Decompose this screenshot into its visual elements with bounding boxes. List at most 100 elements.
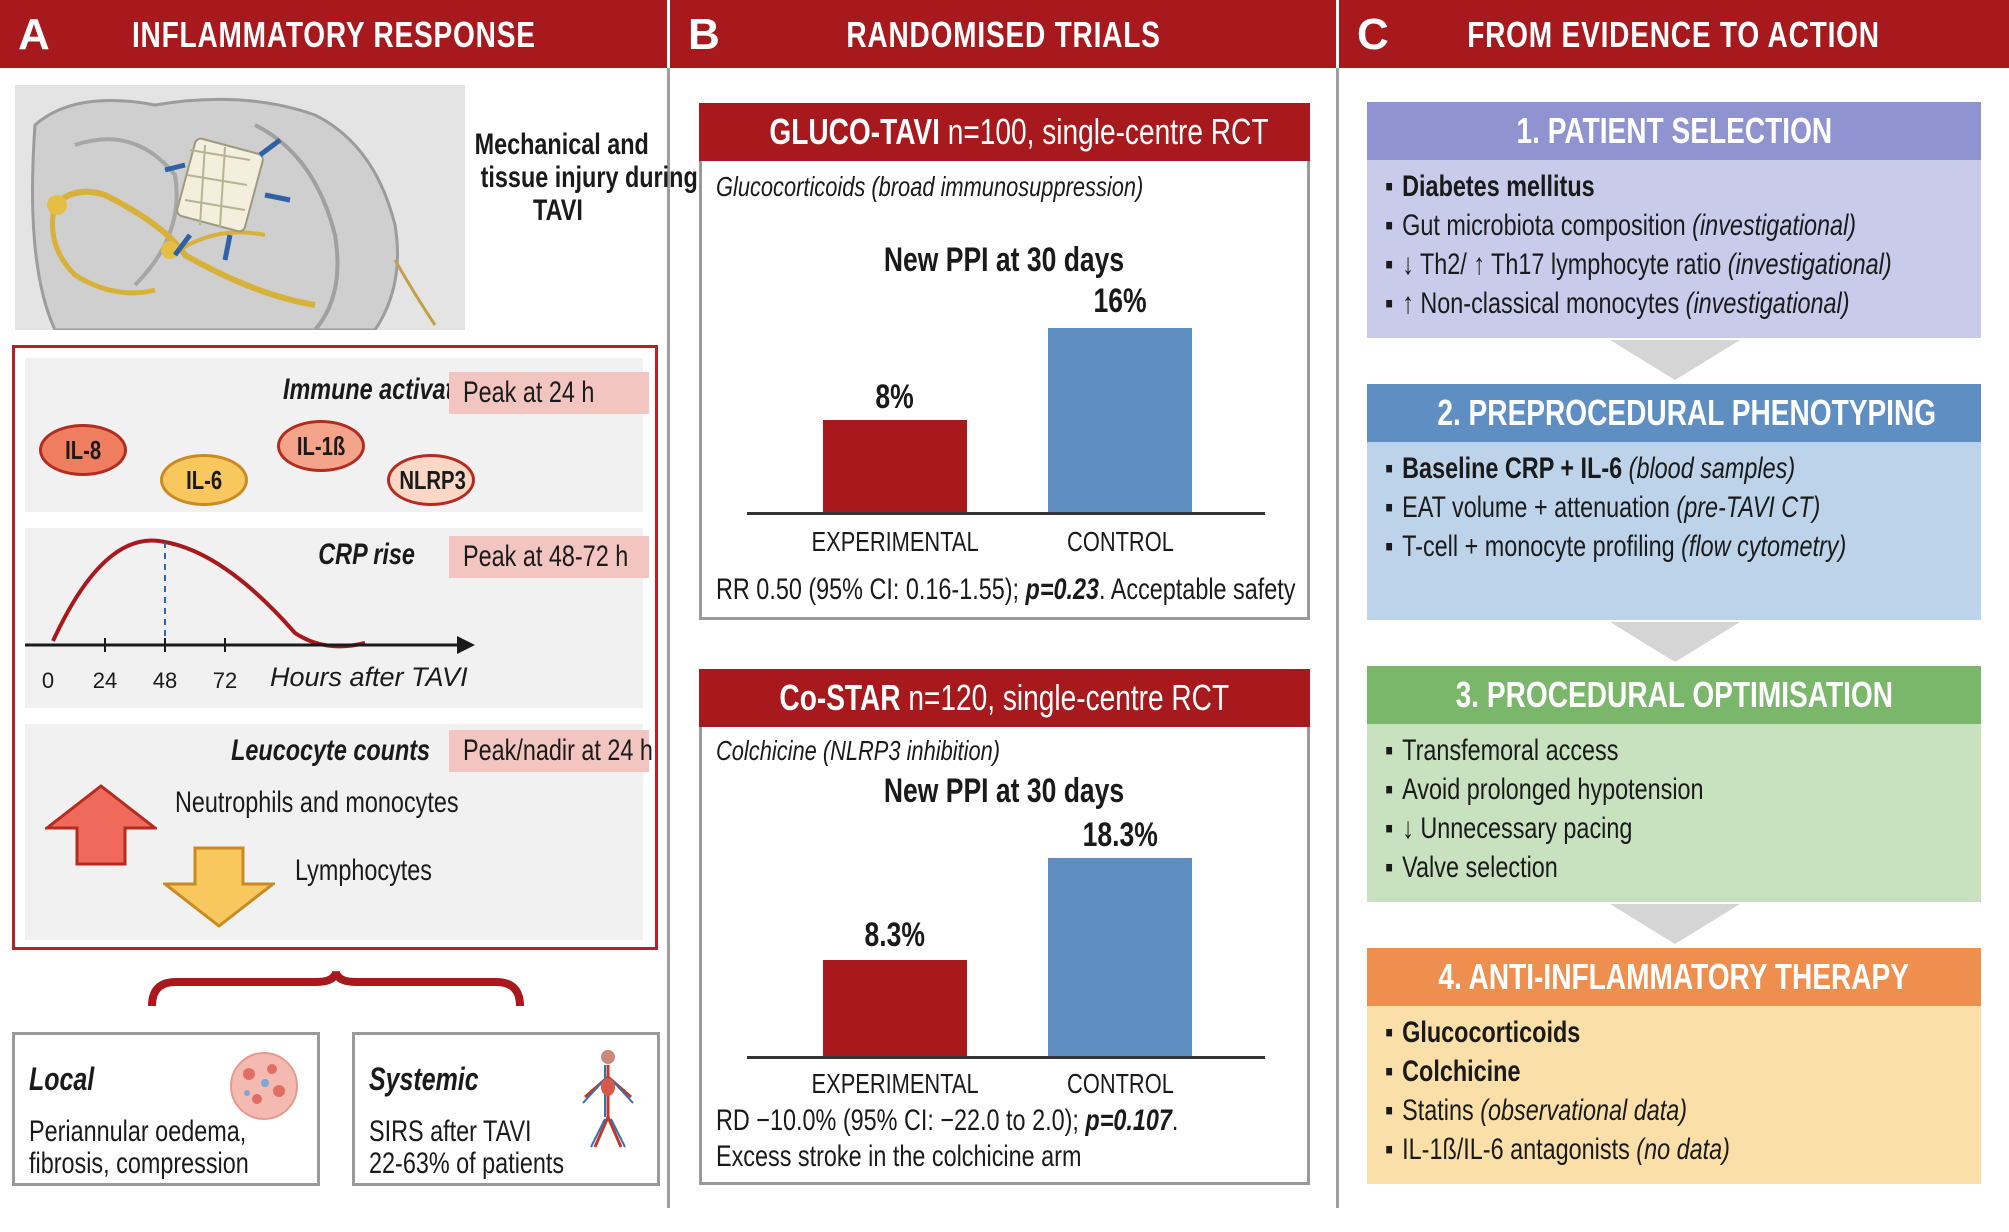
vascular-system-icon xyxy=(582,1050,634,1148)
panel-a-title: INFLAMMATORY RESPONSE xyxy=(131,14,536,55)
divider xyxy=(1336,68,1339,1208)
leucocyte-peak-badge: Peak/nadir at 24 h xyxy=(449,730,653,772)
bar-experimental xyxy=(823,960,967,1056)
step-item: Colchicine xyxy=(1402,1055,1521,1088)
immune-peak-badge: Peak at 24 h xyxy=(449,372,649,414)
step-procedural-optimisation: 3. PROCEDURAL OPTIMISATION ▪ Transfemoral… xyxy=(1367,666,1981,902)
heart-illustration xyxy=(15,85,465,330)
panel-c-letter: C xyxy=(1357,10,1389,59)
step-title: 2. PREPROCEDURAL PHENOTYPING xyxy=(1437,392,1937,433)
crp-peak-badge: Peak at 48-72 h xyxy=(449,536,649,578)
bar-control xyxy=(1048,858,1192,1056)
step-item: ↓ Unnecessary pacing xyxy=(1402,812,1633,845)
crp-tick-0: 0 xyxy=(41,668,55,693)
bar-value-label: 16% xyxy=(1093,282,1147,320)
trial-statistics: RR 0.50 (95% CI: 0.16-1.55); p=0.23. Acc… xyxy=(716,573,1296,606)
trial-statistics-line2: Excess stroke in the colchicine arm xyxy=(716,1140,1082,1173)
outcome-title: New PPI at 30 days xyxy=(884,772,1125,810)
trial-intervention: Colchicine (NLRP3 inhibition) xyxy=(716,735,1001,766)
step-title: 1. PATIENT SELECTION xyxy=(1516,110,1832,151)
bar-value-label: 18.3% xyxy=(1082,816,1158,854)
step-anti-inflammatory-therapy: 4. ANTI-INFLAMMATORY THERAPY ▪ Glucocorti… xyxy=(1367,948,1981,1184)
brace-icon xyxy=(148,970,524,1007)
injury-caption-line: Mechanical and xyxy=(474,128,649,161)
lymphocytes-label: Lymphocytes xyxy=(295,854,432,887)
systemic-box: Systemic SIRS after TAVI 22-63% of patie… xyxy=(352,1032,660,1186)
panel-c-header: C FROM EVIDENCE TO ACTION xyxy=(1339,0,2009,68)
arm-label: EXPERIMENTAL xyxy=(811,1068,979,1099)
trial-design: n=120, single-centre RCT xyxy=(908,677,1230,718)
trial-card-co-star: Co-STAR n=120, single-centre RCT Colchic… xyxy=(699,669,1310,1185)
up-arrow-icon xyxy=(45,784,157,866)
flow-arrow-icon xyxy=(1610,904,1740,944)
leucocyte-panel: Leucocyte counts Peak/nadir at 24 h Neut… xyxy=(25,724,653,940)
flow-arrow-icon xyxy=(1610,622,1740,662)
crp-label: CRP rise xyxy=(318,538,415,571)
trial-intervention: Glucocorticoids (broad immunosuppression… xyxy=(716,171,1144,202)
step-item: Glucocorticoids xyxy=(1402,1016,1581,1049)
step-item: EAT volume + attenuation xyxy=(1402,491,1677,524)
step-title: 3. PROCEDURAL OPTIMISATION xyxy=(1455,674,1893,715)
leucocyte-label: Leucocyte counts xyxy=(231,734,431,767)
il6-oval: IL-6 xyxy=(160,454,248,506)
tissue-icon xyxy=(230,1052,298,1120)
trial-statistics: RD −10.0% (95% CI: −22.0 to 2.0); p=0.10… xyxy=(716,1104,1179,1137)
step-item: Statins xyxy=(1402,1094,1481,1127)
trial-name: GLUCO-TAVI xyxy=(769,111,940,152)
step-item: ↑ Non-classical monocytes xyxy=(1402,287,1686,320)
panel-a-letter: A xyxy=(18,10,50,59)
step-item: T-cell + monocyte profiling xyxy=(1402,530,1682,563)
crp-tick-72: 72 xyxy=(212,668,238,693)
injury-caption-line: TAVI xyxy=(532,194,583,227)
systemic-line: SIRS after TAVI xyxy=(369,1115,532,1148)
chart-axis xyxy=(747,1056,1265,1059)
flow-arrow-icon xyxy=(1610,340,1740,380)
trial-header: Co-STAR n=120, single-centre RCT xyxy=(699,669,1310,727)
trial-name: Co-STAR xyxy=(779,677,901,718)
panel-b-header: B RANDOMISED TRIALS xyxy=(670,0,1336,68)
step-title: 4. ANTI-INFLAMMATORY THERAPY xyxy=(1438,956,1910,997)
bar-value-label: 8.3% xyxy=(864,916,926,954)
trial-design: n=100, single-centre RCT xyxy=(947,111,1269,152)
systemic-title: Systemic xyxy=(369,1061,479,1097)
chart-axis xyxy=(747,512,1265,515)
step-item: ↓ Th2/ ↑ Th17 lymphocyte ratio xyxy=(1402,248,1728,281)
step-item: IL-1ß/IL-6 antagonists xyxy=(1402,1133,1637,1166)
bar-experimental xyxy=(823,420,967,512)
step-item: Transfemoral access xyxy=(1402,734,1619,767)
step-item: Diabetes mellitus xyxy=(1402,170,1595,203)
local-line: Periannular oedema, xyxy=(29,1115,247,1148)
step-preprocedural-phenotyping: 2. PREPROCEDURAL PHENOTYPING ▪ Baseline C… xyxy=(1367,384,1981,620)
outcome-title: New PPI at 30 days xyxy=(884,241,1125,279)
step-item: Avoid prolonged hypotension xyxy=(1402,773,1704,806)
local-box: Local Periannular oedema, fibrosis, comp… xyxy=(12,1032,320,1186)
trial-card-gluco-tavi: GLUCO-TAVI n=100, single-centre RCT Gluc… xyxy=(699,103,1310,620)
systemic-line: 22-63% of patients xyxy=(369,1147,565,1180)
neutrophils-label: Neutrophils and monocytes xyxy=(175,786,459,819)
injury-caption-line: tissue injury during xyxy=(480,161,698,194)
panel-b-title: RANDOMISED TRIALS xyxy=(845,14,1161,55)
crp-axis-label: Hours after TAVI xyxy=(270,662,468,692)
bar-value-label: 8% xyxy=(875,378,915,416)
crp-tick-48: 48 xyxy=(152,668,178,693)
step-item: Valve selection xyxy=(1402,851,1558,884)
arm-label: CONTROL xyxy=(1066,1068,1174,1099)
trial-header: GLUCO-TAVI n=100, single-centre RCT xyxy=(699,103,1310,161)
bar-control xyxy=(1048,328,1192,512)
local-line: fibrosis, compression xyxy=(29,1147,249,1180)
nlrp3-oval: NLRP3 xyxy=(387,454,475,506)
panel-c-title: FROM EVIDENCE TO ACTION xyxy=(1467,14,1881,55)
step-patient-selection: 1. PATIENT SELECTION ▪ Diabetes mellitus … xyxy=(1367,102,1981,338)
crp-panel: CRP rise Peak at 48-72 h 0 24 48 72 Hour… xyxy=(25,528,649,708)
arm-label: CONTROL xyxy=(1066,526,1174,557)
local-title: Local xyxy=(29,1061,95,1097)
down-arrow-icon xyxy=(163,846,275,928)
step-item: Gut microbiota composition xyxy=(1402,209,1693,242)
inflammation-box: Immune activation Peak at 24 h IL-8 IL-6… xyxy=(12,345,658,950)
immune-activation-panel: Immune activation Peak at 24 h IL-8 IL-6… xyxy=(25,358,649,512)
il8-oval: IL-8 xyxy=(39,424,127,476)
il1b-oval: IL-1ß xyxy=(277,420,365,472)
panel-a-header: A INFLAMMATORY RESPONSE xyxy=(0,0,667,68)
arm-label: EXPERIMENTAL xyxy=(811,526,979,557)
panel-b-letter: B xyxy=(688,10,720,59)
